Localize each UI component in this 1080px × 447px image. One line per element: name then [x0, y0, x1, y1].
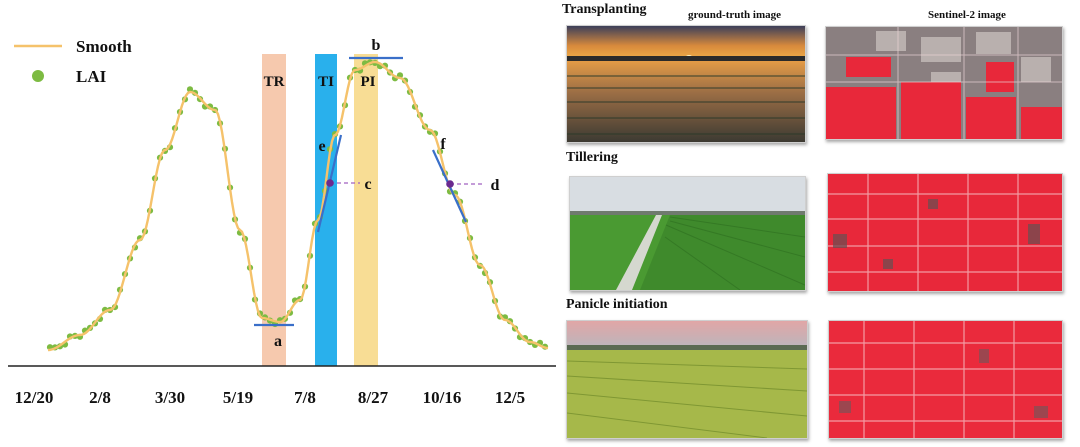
stage-band-pi	[354, 54, 378, 366]
stage-title-transplanting: Transplanting	[562, 2, 647, 17]
header-sentinel2: Sentinel-2 image	[928, 9, 1006, 21]
photo-panicle-sentinel	[828, 320, 1063, 439]
smooth-series-line	[47, 60, 549, 352]
lai-points	[46, 59, 549, 351]
marker-b: b	[372, 37, 381, 54]
band-label-ti: TI	[318, 74, 334, 90]
legend-label-lai: LAI	[76, 67, 107, 86]
stage-band-ti	[315, 54, 337, 366]
point-d	[446, 180, 454, 188]
marker-f: f	[440, 136, 446, 153]
x-tick-label: 3/30	[155, 388, 185, 407]
photo-tillering-ground	[569, 176, 806, 291]
x-tick-label: 2/8	[89, 388, 111, 407]
legend-label-smooth: Smooth	[76, 37, 132, 56]
stage-title-panicle: Panicle initiation	[566, 297, 668, 312]
photo-panicle-ground	[566, 320, 808, 439]
photo-tillering-sentinel	[827, 173, 1063, 292]
lai-point	[186, 86, 194, 93]
x-tick-labels: 12/20 2/8 3/30 5/19 7/8 8/27 10/16 12/5	[15, 388, 525, 407]
x-tick-label: 12/5	[495, 388, 525, 407]
stage-title-tillering: Tillering	[566, 150, 618, 165]
legend-swatch-lai	[32, 70, 44, 82]
marker-a: a	[274, 333, 282, 350]
header-ground-truth: ground-truth image	[688, 9, 781, 21]
x-tick-label: 7/8	[294, 388, 316, 407]
lai-phenology-chart: TR TI PI a b c d e f Smooth LAI 12/20 2/8…	[8, 37, 556, 407]
photo-transplanting-sentinel	[825, 26, 1063, 140]
x-tick-label: 5/19	[223, 388, 253, 407]
band-label-tr: TR	[264, 74, 285, 90]
photo-transplanting-ground	[566, 25, 806, 143]
marker-d: d	[491, 177, 500, 194]
stage-band-tr	[262, 54, 286, 366]
x-tick-label: 10/16	[423, 388, 462, 407]
marker-c: c	[364, 176, 371, 193]
x-tick-label: 8/27	[358, 388, 389, 407]
x-tick-label: 12/20	[15, 388, 54, 407]
point-c	[326, 179, 334, 187]
band-label-pi: PI	[361, 74, 376, 90]
marker-e: e	[318, 138, 325, 155]
